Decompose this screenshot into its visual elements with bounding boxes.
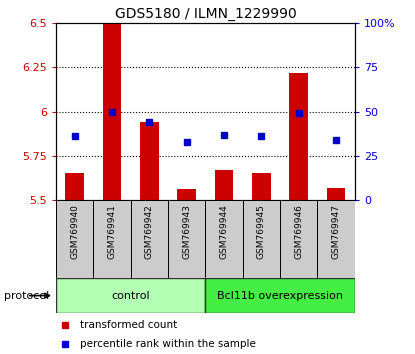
Text: percentile rank within the sample: percentile rank within the sample [80,339,256,349]
Title: GDS5180 / ILMN_1229990: GDS5180 / ILMN_1229990 [115,7,296,21]
Bar [140,122,159,200]
Bar [205,200,243,278]
Text: GSM769944: GSM769944 [220,204,229,259]
Text: GSM769940: GSM769940 [70,204,79,259]
Bar [327,188,345,200]
Text: Bcl11b overexpression: Bcl11b overexpression [217,291,343,301]
Bar [205,278,355,313]
Bar [243,200,280,278]
Text: GSM769943: GSM769943 [182,204,191,259]
Bar [56,200,93,278]
Bar [280,200,317,278]
Bar [93,200,131,278]
Bar [317,200,355,278]
Text: GSM769947: GSM769947 [332,204,341,259]
Bar [178,189,196,200]
Bar [168,200,205,278]
Text: protocol: protocol [4,291,49,301]
Bar [131,200,168,278]
Bar [215,170,233,200]
Bar [66,173,84,200]
Text: GSM769942: GSM769942 [145,204,154,259]
Text: GSM769946: GSM769946 [294,204,303,259]
Text: control: control [111,291,150,301]
Bar [56,278,205,313]
Text: GSM769941: GSM769941 [107,204,117,259]
Text: transformed count: transformed count [80,320,177,330]
Bar [290,73,308,200]
Bar [103,23,122,200]
Text: GSM769945: GSM769945 [257,204,266,259]
Bar [252,173,271,200]
